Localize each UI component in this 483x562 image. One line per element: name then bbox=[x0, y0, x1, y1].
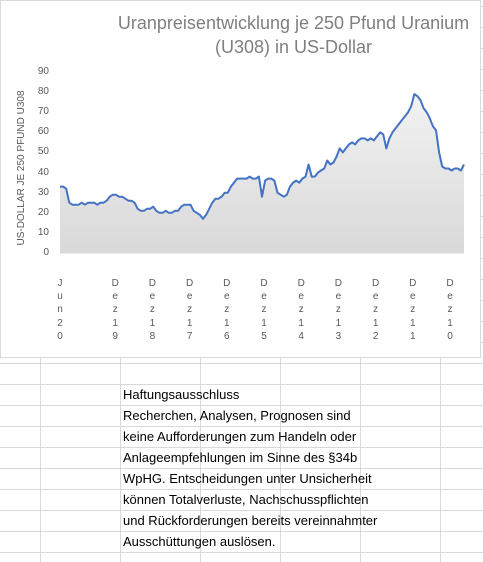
disclaimer-text-block: Haftungsausschluss Recherchen, Analysen,… bbox=[123, 384, 443, 552]
disclaimer-line: Anlageempfehlungen im Sinne des §34b bbox=[123, 450, 358, 465]
x-tick-label: D e z 1 9 bbox=[111, 278, 119, 342]
plot-area bbox=[60, 93, 465, 254]
y-tick-label: 40 bbox=[37, 166, 49, 178]
chart-title-line-2: (U308) in US-Dollar bbox=[214, 37, 373, 57]
y-tick-label: 30 bbox=[37, 186, 49, 198]
x-tick-label: D e z 1 8 bbox=[148, 278, 156, 342]
series-line bbox=[60, 93, 465, 220]
chart-container[interactable]: Uranpreisentwicklung je 250 Pfund Uraniu… bbox=[0, 0, 481, 358]
x-tick-label: D e z 1 0 bbox=[446, 278, 454, 342]
y-tick-label: 50 bbox=[37, 146, 49, 158]
x-tick-label: D e z 1 1 bbox=[409, 278, 417, 342]
x-tick-label: D e z 1 6 bbox=[223, 278, 231, 342]
chart-title-line-1: Uranpreisentwicklung je 250 Pfund Uraniu… bbox=[117, 13, 470, 33]
disclaimer-line: und Rückforderungen bereits vereinnahmte… bbox=[123, 513, 378, 528]
x-tick-label: D e z 1 7 bbox=[185, 278, 194, 342]
y-tick-label: 20 bbox=[37, 206, 49, 218]
y-tick-label: 60 bbox=[37, 126, 49, 138]
y-tick-label: 0 bbox=[43, 247, 49, 258]
x-tick-label: D e z 1 3 bbox=[334, 278, 342, 342]
y-tick-label: 10 bbox=[37, 226, 49, 238]
x-tick-label: D e z 1 2 bbox=[371, 278, 380, 342]
disclaimer-line: WpHG. Entscheidungen unter Unsicherheit bbox=[123, 471, 372, 486]
y-tick-label: 90 bbox=[37, 66, 49, 77]
x-tick-label: J u n 2 0 bbox=[57, 278, 63, 342]
y-tick-label: 80 bbox=[37, 86, 49, 98]
chart-title: Uranpreisentwicklung je 250 Pfund Uraniu… bbox=[111, 11, 476, 59]
disclaimer-line: können Totalverluste, Nachschusspflichte… bbox=[123, 492, 369, 507]
disclaimer-heading: Haftungsausschluss bbox=[123, 387, 240, 402]
x-tick-label: D e z 1 4 bbox=[297, 278, 305, 342]
disclaimer-line: Ausschüttungen auslösen. bbox=[123, 534, 276, 549]
disclaimer-line: Recherchen, Analysen, Prognosen sind bbox=[123, 408, 351, 423]
x-tick-label: D e z 1 5 bbox=[260, 278, 268, 342]
y-tick-label: 70 bbox=[37, 106, 49, 118]
disclaimer-line: keine Aufforderungen zum Handeln oder bbox=[123, 429, 357, 444]
